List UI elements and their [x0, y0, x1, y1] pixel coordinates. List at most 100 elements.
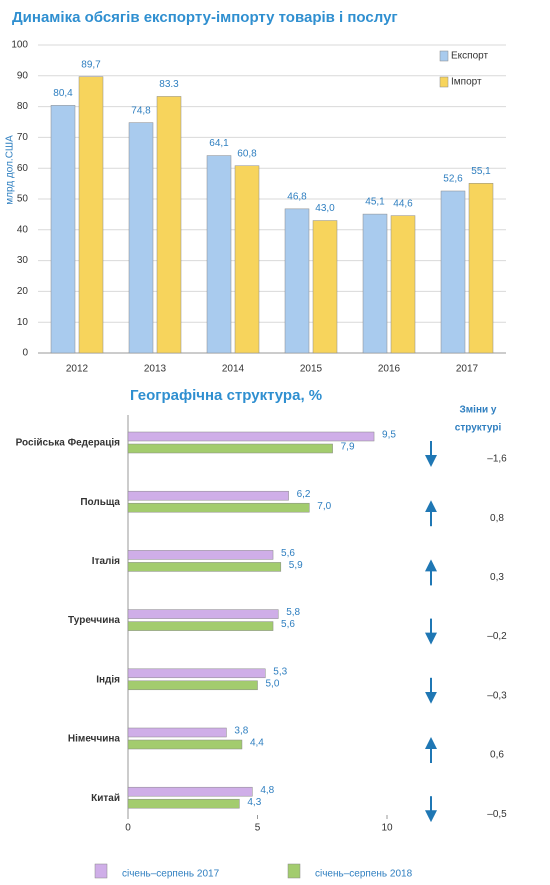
- change-value: 0,8: [490, 513, 504, 524]
- y-tick-label: 40: [17, 224, 29, 235]
- bar: [127, 668, 266, 679]
- value-label: 5,9: [289, 560, 303, 571]
- value-label: 4,4: [250, 738, 264, 749]
- value-label: 55,1: [471, 166, 491, 177]
- category-label: Туреччина: [68, 615, 120, 626]
- value-label: 60,8: [237, 148, 257, 159]
- chart-title: Географічна структура, %: [130, 387, 322, 404]
- value-label: 89,7: [81, 59, 101, 70]
- bar: [127, 431, 375, 442]
- value-label: 4,8: [260, 785, 274, 796]
- bar: [206, 155, 232, 354]
- x-tick-label: 2013: [144, 364, 167, 375]
- value-label: 5,0: [266, 678, 280, 689]
- bar: [127, 798, 240, 809]
- bar: [234, 165, 260, 354]
- bar: [127, 680, 258, 691]
- bar: [127, 739, 243, 750]
- change-value: –0,2: [487, 631, 507, 642]
- bar: [284, 208, 310, 354]
- value-label: 6,2: [297, 489, 311, 500]
- y-tick-label: 100: [11, 40, 28, 51]
- y-tick-label: 60: [17, 163, 29, 174]
- bar: [127, 550, 274, 560]
- category-label: Індія: [96, 674, 120, 685]
- y-tick-label: 70: [17, 132, 29, 143]
- category-label: Німеччина: [68, 734, 121, 745]
- bar: [127, 443, 333, 454]
- x-tick-label: 2014: [222, 364, 245, 375]
- value-label: 43,0: [315, 203, 335, 214]
- changes-title: структурі: [455, 423, 502, 434]
- category-label: Італія: [92, 556, 120, 567]
- bar: [390, 215, 416, 354]
- value-label: 7,0: [317, 501, 331, 512]
- bar: [127, 727, 227, 738]
- value-label: 5,6: [281, 619, 295, 630]
- category-label: Китай: [91, 793, 120, 804]
- value-label: 64,1: [209, 138, 229, 149]
- y-tick-label: 30: [17, 255, 29, 266]
- y-tick-label: 20: [17, 286, 29, 297]
- y-tick-label: 10: [17, 317, 29, 328]
- value-label: 4,3: [247, 797, 261, 808]
- bar: [440, 190, 466, 354]
- legend-label: Імпорт: [451, 77, 482, 88]
- bar: [78, 76, 104, 354]
- category-label: Польща: [80, 497, 120, 508]
- value-label: 80,4: [53, 88, 73, 99]
- value-label: 3,8: [234, 726, 248, 737]
- value-label: 83.3: [159, 79, 179, 90]
- bar: [312, 220, 338, 354]
- change-value: 0,6: [490, 750, 504, 761]
- bar: [127, 502, 310, 513]
- bar: [128, 122, 154, 354]
- bar: [127, 786, 253, 797]
- value-label: 44,6: [393, 198, 413, 209]
- bar: [50, 105, 76, 354]
- x-tick-label: 2016: [378, 364, 401, 375]
- legend-swatch: [287, 863, 301, 879]
- category-label: Російська Федерація: [16, 438, 121, 449]
- y-tick-label: 50: [17, 194, 29, 205]
- value-label: 5,3: [273, 666, 287, 677]
- y-tick-label: 80: [17, 101, 29, 112]
- value-label: 52,6: [443, 174, 463, 185]
- bar: [362, 213, 388, 354]
- legend-label: Експорт: [451, 51, 488, 62]
- value-label: 9,5: [382, 430, 396, 441]
- chart-title: Динаміка обсягів експорту-імпорту товарі…: [12, 9, 398, 26]
- bar: [156, 96, 182, 354]
- legend-swatch: [439, 50, 449, 62]
- changes-title: Зміни у: [460, 405, 497, 416]
- change-value: –0,5: [487, 809, 507, 820]
- y-tick-label: 90: [17, 70, 29, 81]
- legend-label: січень–серпень 2018: [315, 869, 413, 880]
- y-tick-label: 0: [22, 348, 28, 359]
- x-tick-label: 2012: [66, 364, 89, 375]
- legend-swatch: [94, 863, 108, 879]
- x-tick-label: 2015: [300, 364, 323, 375]
- bar: [127, 609, 279, 619]
- change-value: –0,3: [487, 690, 507, 701]
- bar: [127, 621, 274, 631]
- x-tick-label: 0: [125, 823, 131, 834]
- x-tick-label: 10: [381, 823, 393, 834]
- value-label: 74,8: [131, 105, 151, 116]
- legend-label: січень–серпень 2017: [122, 869, 220, 880]
- value-label: 7,9: [341, 442, 355, 453]
- bar: [468, 183, 494, 354]
- y-axis-label: млрд дол.США: [5, 135, 16, 205]
- value-label: 5,8: [286, 607, 300, 618]
- change-value: 0,3: [490, 572, 504, 583]
- value-label: 45,1: [365, 197, 385, 208]
- value-label: 5,6: [281, 548, 295, 559]
- x-tick-label: 2017: [456, 364, 479, 375]
- change-value: –1,6: [487, 454, 507, 465]
- value-label: 46,8: [287, 191, 307, 202]
- legend-swatch: [439, 76, 449, 88]
- bar: [127, 562, 282, 572]
- x-tick-label: 5: [255, 823, 261, 834]
- bar: [127, 490, 289, 501]
